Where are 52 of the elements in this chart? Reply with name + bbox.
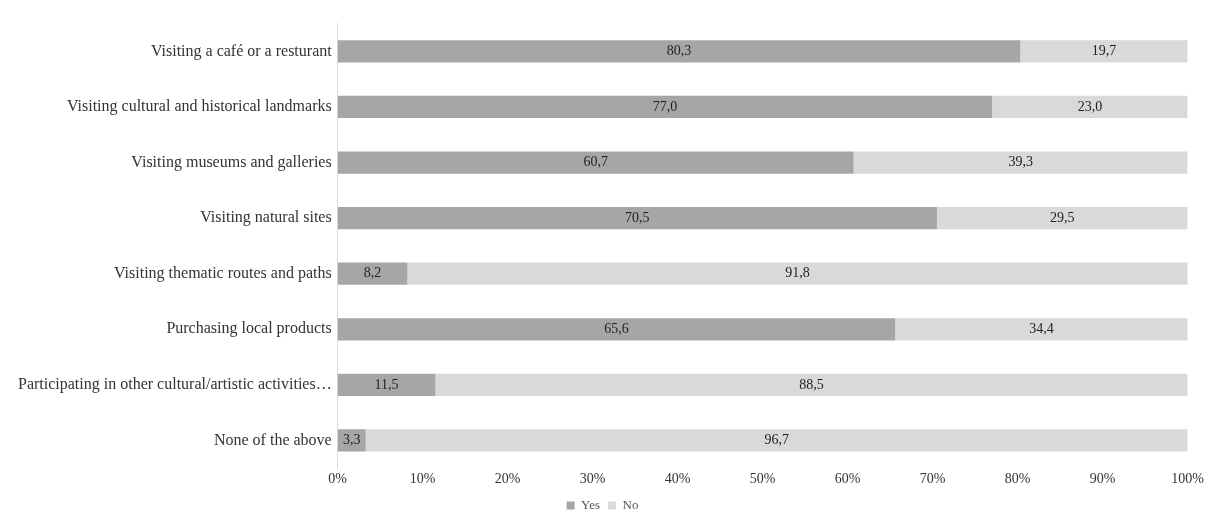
bar: [435, 373, 1188, 396]
bar: [895, 318, 1188, 341]
x-tick-label: 70%: [919, 471, 946, 487]
bar: [1020, 40, 1188, 63]
bar: [337, 318, 896, 341]
data-label: 60,7: [583, 154, 608, 170]
y-tick-label: Participating in other cultural/artistic activities…: [18, 375, 332, 394]
y-tick-label: Visiting a café or a resturant: [150, 41, 333, 60]
data-label: 34,4: [1029, 320, 1054, 336]
bar: [936, 207, 1188, 230]
data-label: 65,6: [604, 320, 629, 336]
y-tick-label: None of the above: [213, 430, 332, 448]
bar: [365, 429, 1188, 452]
bar: [337, 40, 1021, 63]
data-label: 96,7: [764, 432, 789, 448]
data-label: 8,2: [363, 265, 382, 281]
x-tick-label: 40%: [664, 471, 691, 487]
data-label: 39,3: [1008, 154, 1033, 170]
bar: [992, 95, 1188, 119]
data-label: 23,0: [1077, 98, 1103, 114]
x-tick-label: 80%: [1004, 471, 1031, 487]
y-tick-label: Visiting natural sites: [200, 208, 332, 227]
bar: [337, 373, 436, 396]
bar: [407, 262, 1188, 285]
data-label: 70,5: [625, 209, 650, 225]
legend-label: Yes: [581, 496, 601, 512]
data-label: 80,3: [666, 43, 692, 59]
x-tick-label: 20%: [494, 471, 521, 487]
x-tick-label: 100%: [1171, 471, 1205, 487]
x-tick-label: 30%: [579, 471, 606, 487]
x-tick-label: 50%: [749, 471, 776, 487]
data-label: 29,5: [1050, 209, 1075, 225]
bar: [337, 262, 408, 285]
y-tick-label: Purchasing local products: [166, 319, 332, 338]
x-tick-label: 0%: [328, 471, 348, 487]
data-label: 19,7: [1091, 43, 1117, 59]
y-tick-label: Visiting cultural and historical landmarks: [66, 97, 332, 116]
data-label: 88,5: [799, 376, 824, 392]
data-label: 77,0: [652, 98, 678, 114]
x-tick-label: 10%: [409, 471, 436, 487]
data-label: 3,3: [342, 432, 361, 448]
y-tick-label: Visiting thematic routes and paths: [114, 263, 332, 282]
data-label: 91,8: [785, 265, 810, 281]
bar: [337, 207, 937, 230]
x-tick-label: 60%: [834, 471, 861, 487]
bar: [337, 151, 854, 174]
bar: [337, 95, 993, 119]
legend-label: No: [622, 496, 639, 512]
bar: [853, 151, 1188, 174]
y-tick-label: Visiting museums and galleries: [131, 152, 332, 171]
x-tick-label: 90%: [1089, 471, 1116, 487]
data-label: 11,5: [374, 376, 399, 392]
